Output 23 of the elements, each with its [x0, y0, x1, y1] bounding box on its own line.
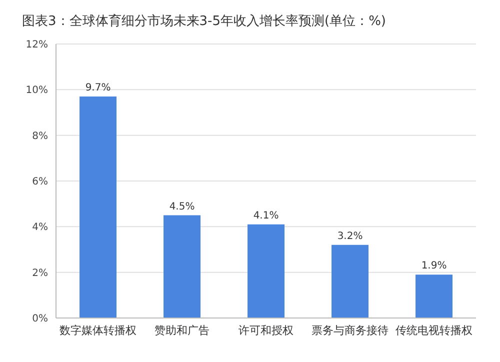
bar — [416, 274, 453, 318]
data-label: 1.9% — [421, 260, 447, 272]
bar — [164, 215, 201, 318]
data-label: 9.7% — [85, 82, 111, 94]
x-tick-label: 数字媒体转播权 — [60, 324, 136, 337]
x-tick-label: 票务与商务接待 — [312, 324, 388, 337]
data-label: 4.1% — [253, 210, 279, 222]
x-tick-label: 赞助和广告 — [154, 324, 210, 337]
bar — [80, 96, 117, 318]
x-tick-label: 传统电视转播权 — [396, 324, 472, 337]
chart-title: 图表3：全球体育细分市场未来3-5年收入增长率预测(单位：%) — [21, 12, 387, 31]
y-tick-label: 6% — [32, 176, 48, 188]
y-tick-label: 10% — [26, 85, 48, 96]
y-tick-label: 0% — [32, 314, 48, 325]
y-tick-label: 8% — [32, 130, 48, 142]
y-tick-label: 2% — [32, 268, 48, 279]
y-tick-label: 12% — [26, 40, 48, 51]
bar — [248, 224, 285, 318]
data-label: 3.2% — [337, 230, 363, 242]
data-label: 4.5% — [169, 201, 195, 212]
y-tick-label: 4% — [32, 222, 48, 234]
x-tick-label: 许可和授权 — [238, 324, 294, 337]
bar — [332, 244, 369, 318]
